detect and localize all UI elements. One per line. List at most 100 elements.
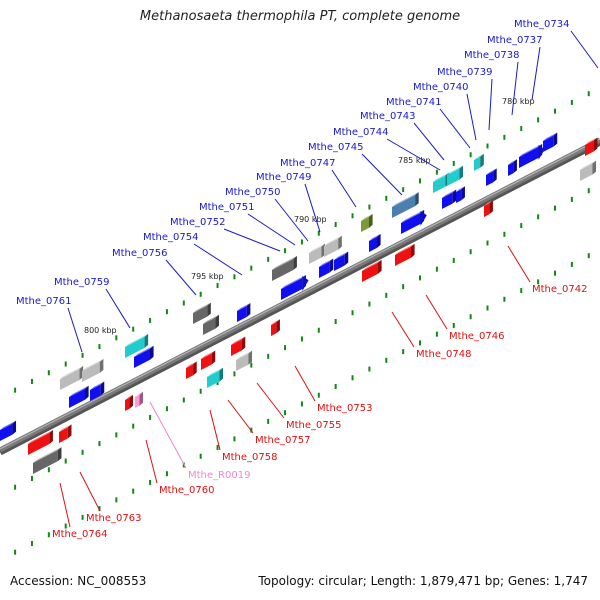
forward-gene-block[interactable]: [125, 333, 149, 358]
forward-gene-block[interactable]: [486, 168, 497, 186]
gene-label[interactable]: Mthe_0759: [54, 277, 110, 288]
gene-label[interactable]: Mthe_0740: [413, 82, 469, 93]
forward-gene-label[interactable]: Mthe_0749: [256, 172, 321, 233]
forward-gene-label[interactable]: Mthe_0754: [143, 232, 243, 276]
forward-gene-block[interactable]: [585, 137, 598, 156]
forward-gene-block[interactable]: [324, 235, 342, 257]
gene-label[interactable]: Mthe_0753: [317, 403, 373, 414]
forward-gene-label[interactable]: Mthe_0734: [514, 19, 599, 69]
forward-gene-label[interactable]: Mthe_0750: [225, 187, 309, 242]
forward-gene-block[interactable]: [60, 365, 84, 390]
reverse-gene-block[interactable]: [135, 391, 144, 408]
forward-gene-block[interactable]: [334, 251, 349, 271]
reverse-gene-block[interactable]: [201, 350, 216, 370]
reverse-gene-label[interactable]: Mthe_0755: [256, 382, 342, 431]
gene-label[interactable]: Mthe_0763: [86, 513, 142, 524]
forward-gene-block[interactable]: [442, 189, 457, 209]
reverse-gene-block[interactable]: [484, 200, 493, 217]
reverse-gene-label[interactable]: Mthe_0757: [227, 399, 311, 446]
forward-gene-label[interactable]: Mthe_0737: [487, 35, 543, 101]
forward-gene-block[interactable]: [69, 385, 89, 408]
forward-gene-block[interactable]: [82, 358, 104, 382]
gene-label[interactable]: Mthe_0741: [386, 97, 442, 108]
gene-label[interactable]: Mthe_0744: [333, 127, 389, 138]
forward-gene-block[interactable]: [309, 243, 326, 264]
reverse-gene-block[interactable]: [59, 424, 72, 443]
forward-gene-label[interactable]: Mthe_0759: [54, 277, 131, 329]
reverse-gene-label[interactable]: Mthe_0753: [294, 365, 373, 414]
gene-label[interactable]: Mthe_0737: [487, 35, 543, 46]
reverse-gene-label[interactable]: Mthe_0746: [425, 294, 505, 342]
reverse-gene-block[interactable]: [28, 429, 53, 455]
forward-gene-block[interactable]: [193, 302, 211, 324]
forward-gene-block[interactable]: [456, 186, 465, 203]
reverse-gene-block[interactable]: [125, 394, 134, 411]
forward-gene-block[interactable]: [474, 153, 484, 171]
forward-gene-block[interactable]: [90, 381, 105, 401]
forward-gene-label[interactable]: Mthe_0738: [464, 50, 520, 116]
forward-gene-label[interactable]: Mthe_0745: [308, 142, 403, 196]
forward-gene-block[interactable]: [0, 420, 17, 441]
forward-gene-label[interactable]: Mthe_0751: [199, 202, 296, 246]
gene-label[interactable]: Mthe_0747: [280, 158, 336, 169]
gene-label[interactable]: Mthe_0758: [222, 452, 278, 463]
forward-gene-block[interactable]: [134, 345, 154, 368]
forward-gene-block[interactable]: [433, 172, 450, 193]
reverse-gene-block[interactable]: [580, 160, 597, 181]
forward-gene-label[interactable]: Mthe_0741: [386, 97, 471, 149]
forward-gene-block[interactable]: [203, 314, 220, 335]
forward-gene-block[interactable]: [369, 233, 381, 252]
forward-gene-label[interactable]: Mthe_0739: [437, 67, 493, 131]
gene-label[interactable]: Mthe_0746: [449, 331, 505, 342]
forward-gene-label[interactable]: Mthe_0743: [360, 111, 445, 161]
forward-gene-label[interactable]: Mthe_0761: [16, 296, 83, 353]
gene-label[interactable]: Mthe_0748: [416, 349, 472, 360]
gene-label[interactable]: Mthe_0755: [286, 420, 342, 431]
reverse-gene-label[interactable]: Mthe_0764: [52, 482, 108, 540]
forward-gene-label[interactable]: Mthe_0756: [112, 248, 197, 296]
forward-gene-block[interactable]: [319, 258, 334, 278]
forward-gene-label[interactable]: Mthe_0752: [170, 217, 281, 252]
reverse-gene-block[interactable]: [362, 259, 382, 282]
forward-gene-block[interactable]: [237, 302, 251, 322]
gene-label[interactable]: Mthe_0761: [16, 296, 72, 307]
reverse-gene-label[interactable]: Mthe_0742: [507, 245, 588, 295]
gene-label[interactable]: Mthe_0757: [255, 435, 311, 446]
forward-gene-block[interactable]: [519, 143, 545, 168]
gene-label[interactable]: Mthe_0745: [308, 142, 364, 153]
gene-label[interactable]: Mthe_0734: [514, 19, 570, 30]
reverse-gene-block[interactable]: [395, 243, 415, 266]
gene-label[interactable]: Mthe_0764: [52, 529, 108, 540]
reverse-gene-block[interactable]: [231, 336, 246, 356]
gene-label[interactable]: Mthe_0749: [256, 172, 312, 183]
gene-label[interactable]: Mthe_0751: [199, 202, 255, 213]
reverse-gene-block[interactable]: [207, 367, 224, 388]
gene-label[interactable]: Mthe_R0019: [188, 470, 250, 481]
gene-label[interactable]: Mthe_0752: [170, 217, 226, 228]
forward-gene-block[interactable]: [508, 159, 517, 176]
gene-label[interactable]: Mthe_0754: [143, 232, 199, 243]
forward-gene-block[interactable]: [401, 209, 427, 234]
rna-gene-label[interactable]: Mthe_R0019: [149, 401, 250, 481]
forward-gene-block[interactable]: [447, 165, 464, 186]
reverse-gene-block[interactable]: [271, 319, 280, 336]
gene-label[interactable]: Mthe_0738: [464, 50, 520, 61]
gene-label[interactable]: Mthe_0750: [225, 187, 281, 198]
gene-label[interactable]: Mthe_0743: [360, 111, 416, 122]
forward-gene-block[interactable]: [361, 213, 373, 232]
forward-gene-label[interactable]: Mthe_0740: [413, 82, 477, 141]
forward-gene-block[interactable]: [281, 274, 309, 300]
forward-gene-block[interactable]: [392, 192, 419, 218]
reverse-gene-label[interactable]: Mthe_0760: [145, 439, 215, 496]
gene-label[interactable]: Mthe_0739: [437, 67, 493, 78]
reverse-gene-label[interactable]: Mthe_0748: [391, 311, 472, 360]
forward-gene-label[interactable]: Mthe_0744: [333, 127, 441, 171]
reverse-gene-block[interactable]: [33, 447, 62, 474]
reverse-gene-block[interactable]: [236, 350, 253, 371]
reverse-gene-block[interactable]: [186, 361, 197, 379]
forward-gene-block[interactable]: [272, 255, 297, 281]
reverse-gene-label[interactable]: Mthe_0763: [79, 471, 142, 524]
forward-gene-label[interactable]: Mthe_0747: [280, 158, 357, 208]
forward-gene-block[interactable]: [543, 132, 558, 152]
gene-label[interactable]: Mthe_0760: [159, 485, 215, 496]
